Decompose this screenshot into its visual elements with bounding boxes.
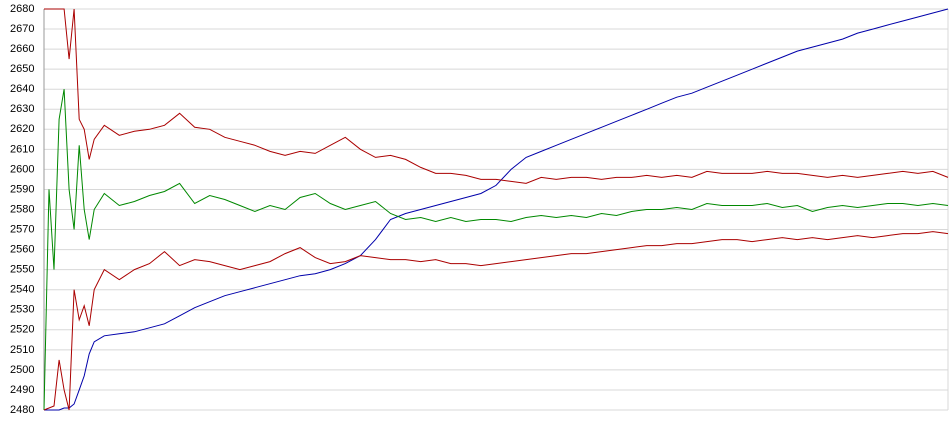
y-tick-label: 2600 bbox=[10, 163, 34, 175]
y-tick-label: 2570 bbox=[10, 223, 34, 235]
y-tick-label: 2680 bbox=[10, 3, 34, 15]
y-tick-label: 2480 bbox=[10, 404, 34, 416]
y-tick-label: 2540 bbox=[10, 284, 34, 296]
y-tick-label: 2490 bbox=[10, 384, 34, 396]
y-tick-label: 2560 bbox=[10, 244, 34, 256]
y-tick-label: 2660 bbox=[10, 43, 34, 55]
y-tick-label: 2520 bbox=[10, 324, 34, 336]
y-tick-label: 2530 bbox=[10, 304, 34, 316]
y-tick-label: 2580 bbox=[10, 203, 34, 215]
y-tick-label: 2630 bbox=[10, 103, 34, 115]
series-line bbox=[43, 89, 949, 411]
series-line bbox=[44, 8, 949, 411]
y-tick-label: 2620 bbox=[10, 123, 34, 135]
series-line bbox=[44, 8, 949, 184]
y-tick-label: 2550 bbox=[10, 264, 34, 276]
y-tick-label: 2510 bbox=[10, 344, 34, 356]
y-tick-label: 2640 bbox=[10, 83, 34, 95]
y-tick-label: 2650 bbox=[10, 63, 34, 75]
y-tick-label: 2670 bbox=[10, 23, 34, 35]
y-tick-label: 2590 bbox=[10, 183, 34, 195]
y-tick-label: 2500 bbox=[10, 364, 34, 376]
series-line bbox=[43, 231, 949, 411]
y-tick-label: 2610 bbox=[10, 143, 34, 155]
